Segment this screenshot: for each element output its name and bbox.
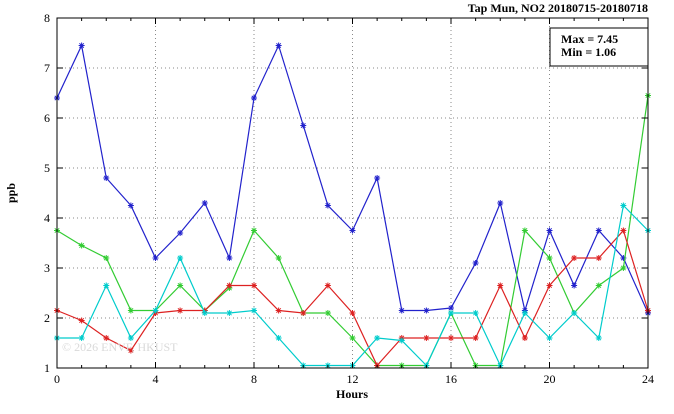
data-series [54, 42, 651, 369]
legend-max-value: Max = 7.45 [561, 32, 618, 46]
x-tick-label: 4 [153, 372, 159, 386]
x-tick-label: 0 [54, 372, 60, 386]
series-line-blue [56, 43, 649, 314]
legend-min-value: Min = 1.06 [561, 45, 616, 59]
y-tick-label: 5 [44, 161, 50, 175]
legend-box: Max = 7.45 Min = 1.06 [549, 27, 649, 67]
x-tick-label: 8 [251, 372, 257, 386]
y-tick-label: 8 [44, 11, 50, 25]
watermark: © 2026 ENVF, HKUST [62, 340, 178, 354]
axis-ticks [56, 17, 649, 369]
chart-title: Tap Mun, NO2 20180715-20180718 [468, 1, 648, 15]
x-tick-label: 16 [445, 372, 457, 386]
x-tick-label: 20 [544, 372, 556, 386]
y-axis-label: ppb [4, 183, 18, 203]
y-tick-label: 6 [44, 111, 50, 125]
x-tick-label: 24 [642, 372, 654, 386]
y-tick-label: 4 [44, 211, 50, 225]
x-axis-label: Hours [336, 387, 368, 401]
y-tick-label: 2 [44, 311, 50, 325]
y-tick-label: 3 [44, 261, 50, 275]
y-tick-label: 7 [44, 61, 50, 75]
legend-border [549, 27, 649, 67]
y-tick-label: 1 [44, 361, 50, 375]
x-tick-label: 12 [347, 372, 359, 386]
